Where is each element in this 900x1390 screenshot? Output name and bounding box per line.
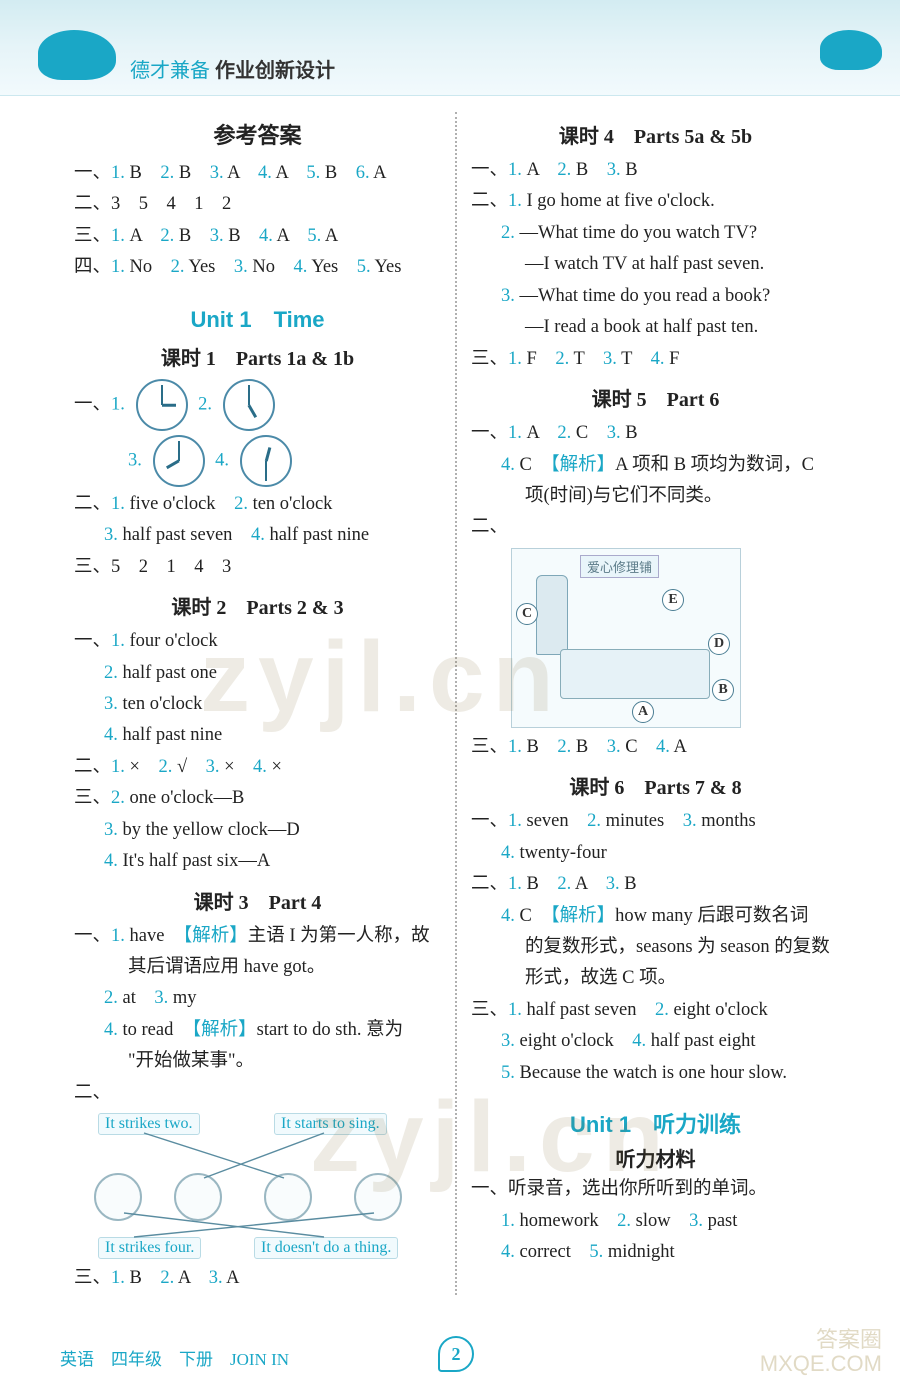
unit1-title: Unit 1 Time	[74, 302, 441, 334]
ks1-q3: 三、5 2 1 4 3	[74, 552, 441, 583]
ks6-r2: 4. twenty-four	[471, 838, 840, 869]
scene-letter-d: D	[708, 633, 730, 655]
header-title-accent: 德才兼备	[130, 60, 210, 82]
ans-row1: 一、1. B 2. B 3. A 4. A 5. B 6. A	[74, 158, 441, 189]
scene-sign: 爱心修理铺	[580, 555, 659, 578]
ks4-r3: 2. —What time do you watch TV?	[471, 218, 840, 249]
ks6-r4d: 的复数形式，seasons 为 season 的复数	[471, 932, 840, 963]
ks6-r4: 4. C 【解析】how many 后跟可数名词	[471, 901, 840, 932]
left-column: 参考答案 一、1. B 2. B 3. A 4. A 5. B 6. A 二、3…	[60, 112, 457, 1295]
u1l-r2: 1. homework 2. slow 3. past	[471, 1206, 840, 1237]
match-clock-3	[264, 1173, 312, 1221]
ks2-r2: 2. half past one	[74, 658, 441, 689]
ks4-r7: 三、1. F 2. T 3. T 4. F	[471, 344, 840, 375]
ks1-q1: 一、1. 2.	[74, 377, 441, 433]
ks3-r1d: 其后谓语应用 have got。	[74, 952, 441, 983]
scene-letter-b: B	[712, 679, 734, 701]
clock-icon-2	[223, 379, 275, 431]
ks1-q2b: 3. half past seven 4. half past nine	[74, 520, 441, 551]
ks6-r3: 二、1. B 2. A 3. B	[471, 869, 840, 900]
ks5-r3: 三、1. B 2. B 3. C 4. A	[471, 732, 840, 763]
u1l-r3: 4. correct 5. midnight	[471, 1237, 840, 1268]
ks4-r1: 一、1. A 2. B 3. B	[471, 155, 840, 186]
ks6-r1: 一、1. seven 2. minutes 3. months	[471, 806, 840, 837]
stamp-line2: MXQE.COM	[760, 1352, 882, 1376]
ks3-two: 二、	[74, 1078, 441, 1109]
ks2-r4: 4. half past nine	[74, 720, 441, 751]
ks3-r3: 4. to read 【解析】start to do sth. 意为	[74, 1015, 441, 1046]
ks5-r2: 4. C 【解析】A 项和 B 项均为数词，C	[471, 450, 840, 481]
ks4-r2: 二、1. I go home at five o'clock.	[471, 186, 840, 217]
match-clock-1	[94, 1173, 142, 1221]
match-clock-4	[354, 1173, 402, 1221]
clock-icon-4	[240, 435, 292, 487]
match-label-3: It strikes four.	[98, 1237, 201, 1259]
answers-title: 参考答案	[74, 118, 441, 150]
ks5-r2d: 项(时间)与它们不同类。	[471, 481, 840, 512]
unit1-listening-title: Unit 1 听力训练	[471, 1107, 840, 1139]
match-label-4: It doesn't do a thing.	[254, 1237, 398, 1259]
footer-text: 英语 四年级 下册 JOIN IN	[60, 1345, 289, 1370]
scene-letter-e: E	[662, 589, 684, 611]
ks6-r7: 5. Because the watch is one hour slow.	[471, 1058, 840, 1089]
u1l-r1: 一、听录音，选出你所听到的单词。	[471, 1174, 840, 1205]
page-header: 德才兼备 作业创新设计	[0, 0, 900, 96]
desk-icon	[560, 649, 710, 699]
match-label-1: It strikes two.	[98, 1113, 200, 1135]
ks3-r3d: "开始做某事"。	[74, 1046, 441, 1077]
ks1-q2a: 二、1. five o'clock 2. ten o'clock	[74, 489, 441, 520]
page-number: 2	[438, 1336, 474, 1372]
ks2-r6: 三、2. one o'clock—B	[74, 783, 441, 814]
ans-row2: 二、3 5 4 1 2	[74, 189, 441, 220]
footer-stamp: 答案圈 MXQE.COM	[760, 1328, 882, 1376]
ks5-title: 课时 5 Part 6	[471, 383, 840, 412]
repair-shop-scene: 爱心修理铺 C E D B A	[511, 548, 741, 728]
ks3-title: 课时 3 Part 4	[74, 886, 441, 915]
listening-sub: 听力材料	[471, 1143, 840, 1172]
ks3-r2: 2. at 3. my	[74, 983, 441, 1014]
match-label-2: It starts to sing.	[274, 1113, 387, 1135]
ans-row3: 三、1. A 2. B 3. B 4. A 5. A	[74, 221, 441, 252]
scene-letter-c: C	[516, 603, 538, 625]
whale-icon	[38, 30, 116, 80]
right-column: 课时 4 Parts 5a & 5b 一、1. A 2. B 3. B 二、1.…	[457, 112, 854, 1295]
ks4-r4: —I watch TV at half past seven.	[471, 249, 840, 280]
ks2-r5: 二、1. × 2. √ 3. × 4. ×	[74, 752, 441, 783]
ks2-title: 课时 2 Parts 2 & 3	[74, 591, 441, 620]
ks6-title: 课时 6 Parts 7 & 8	[471, 771, 840, 800]
ks6-r6: 3. eight o'clock 4. half past eight	[471, 1026, 840, 1057]
clock-icon-1	[136, 379, 188, 431]
match-clock-2	[174, 1173, 222, 1221]
ks2-r7: 3. by the yellow clock—D	[74, 815, 441, 846]
grandfather-clock-icon	[536, 575, 568, 655]
ans-row4: 四、1. No 2. Yes 3. No 4. Yes 5. Yes	[74, 252, 441, 283]
ks2-r8: 4. It's half past six—A	[74, 846, 441, 877]
ks4-r6: —I read a book at half past ten.	[471, 312, 840, 343]
page-footer: 英语 四年级 下册 JOIN IN 2 答案圈 MXQE.COM	[0, 1336, 900, 1376]
ks1-q1b: 3. 4.	[74, 433, 441, 489]
header-title-bold: 作业创新设计	[215, 60, 335, 82]
ks3-r4: 三、1. B 2. A 3. A	[74, 1263, 441, 1294]
ks3-r1: 一、1. have 【解析】主语 I 为第一人称，故	[74, 921, 441, 952]
ks6-r4e: 形式，故选 C 项。	[471, 963, 840, 994]
ks1-title: 课时 1 Parts 1a & 1b	[74, 342, 441, 371]
stamp-line1: 答案圈	[760, 1328, 882, 1352]
matching-diagram: It strikes two. It starts to sing. It st…	[74, 1113, 441, 1263]
content-two-column: 参考答案 一、1. B 2. B 3. A 4. A 5. B 6. A 二、3…	[0, 96, 900, 1295]
ks5-two: 二、	[471, 512, 840, 543]
header-title: 德才兼备 作业创新设计	[130, 54, 335, 83]
ks5-r1: 一、1. A 2. C 3. B	[471, 418, 840, 449]
whale-tail-icon	[820, 30, 882, 70]
ks4-r5: 3. —What time do you read a book?	[471, 281, 840, 312]
ks2-r1: 一、1. four o'clock	[74, 626, 441, 657]
ks4-title: 课时 4 Parts 5a & 5b	[471, 120, 840, 149]
clock-icon-3	[153, 435, 205, 487]
ks6-r5: 三、1. half past seven 2. eight o'clock	[471, 995, 840, 1026]
scene-letter-a: A	[632, 701, 654, 723]
ks2-r3: 3. ten o'clock	[74, 689, 441, 720]
